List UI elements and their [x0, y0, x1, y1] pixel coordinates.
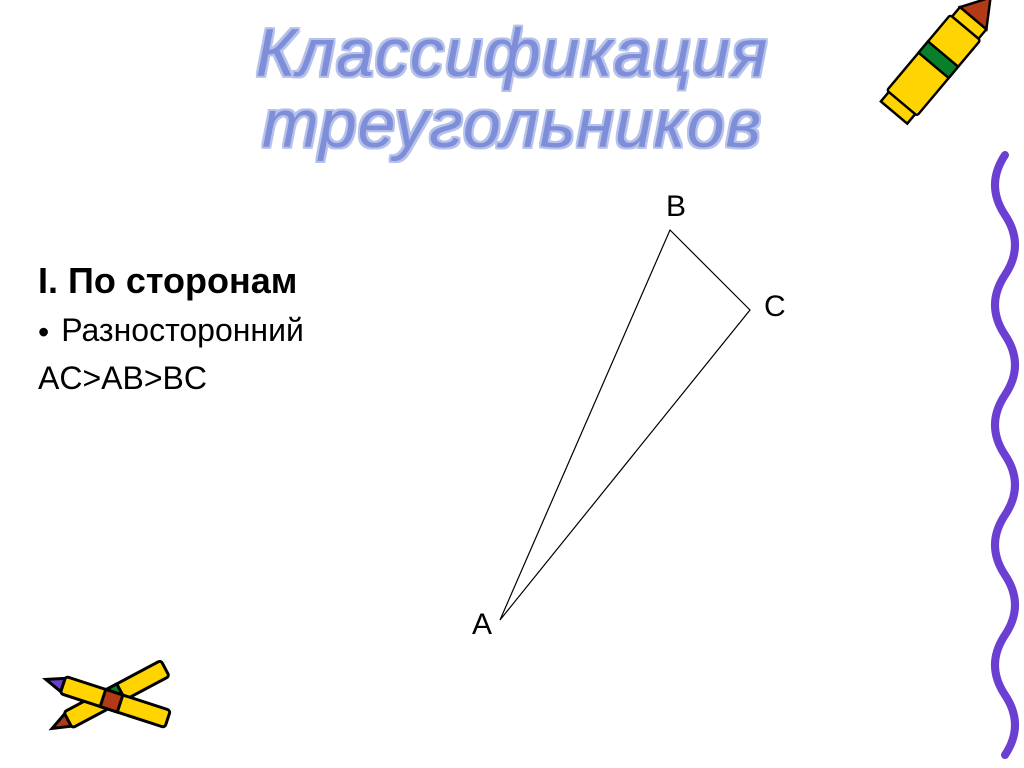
triangle-shape — [500, 230, 750, 620]
crayons-clipart-bottom-left — [8, 630, 218, 768]
inequality-formula: AC>AB>BC — [38, 360, 498, 397]
vertex-label-c: C — [764, 290, 786, 324]
bullet-label: Разносторонний — [61, 312, 304, 349]
crossed-crayons-icon — [8, 630, 218, 768]
body-text: I. По сторонам • Разносторонний AC>AB>BC — [38, 260, 498, 397]
squiggle-icon — [980, 150, 1024, 768]
triangle-svg — [440, 200, 960, 660]
crayon-clipart-top-right — [900, 0, 1024, 155]
section-heading: I. По сторонам — [38, 260, 498, 302]
triangle-diagram: A B C — [440, 200, 960, 660]
squiggle-clipart-right — [980, 150, 1024, 768]
vertex-label-b: B — [666, 190, 686, 224]
slide: Классификация треугольников I. По сторон… — [0, 0, 1024, 768]
vertex-label-a: A — [472, 608, 492, 642]
bullet-marker: • — [38, 312, 49, 354]
bullet-item: • Разносторонний — [38, 312, 498, 354]
